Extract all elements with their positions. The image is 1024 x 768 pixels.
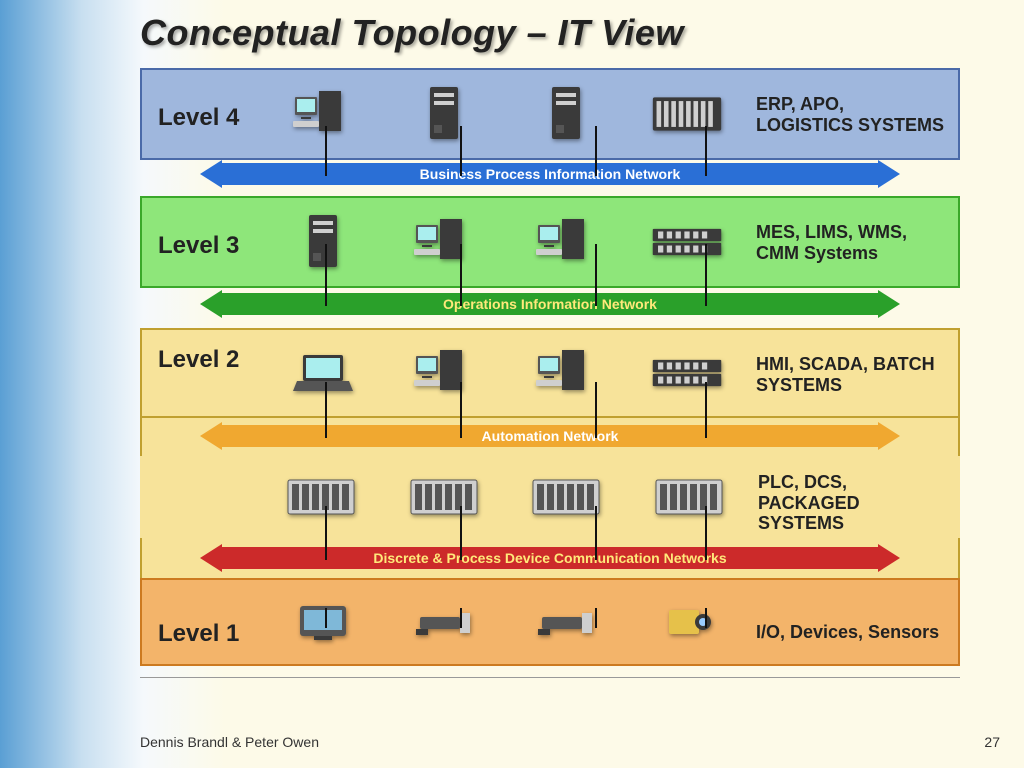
- connector-line: [325, 608, 327, 628]
- sensor-icon: [408, 594, 480, 650]
- network-bar-n1: Discrete & Process Device Communication …: [200, 546, 900, 570]
- sensor-icon: [530, 594, 602, 650]
- slide: Conceptual Topology – IT View Level 4 ERP…: [140, 12, 1000, 732]
- systems-label-l4: ERP, APO, LOGISTICS SYSTEMS: [756, 94, 946, 135]
- plc-icon: [285, 469, 357, 525]
- arrow-right-icon: [878, 544, 900, 572]
- pc-icon: [287, 86, 359, 142]
- connector-line: [705, 608, 707, 628]
- level-band-plc: PLC, DCS, PACKAGED SYSTEMS: [140, 456, 960, 538]
- devices-l3: [262, 198, 748, 286]
- connector-line: [595, 244, 597, 306]
- connector-line: [595, 126, 597, 176]
- arrow-right-icon: [878, 160, 900, 188]
- server-icon: [530, 86, 602, 142]
- footer-page: 27: [984, 734, 1000, 750]
- pc-icon: [530, 345, 602, 401]
- systems-label-l1: I/O, Devices, Sensors: [756, 622, 946, 643]
- rack-icon: [651, 345, 723, 401]
- network-bar-n2: Automation Network: [200, 424, 900, 448]
- arrow-left-icon: [200, 544, 222, 572]
- connector-line: [325, 506, 327, 560]
- plc-icon: [530, 469, 602, 525]
- devices-l2: [262, 330, 748, 416]
- pc-icon: [530, 214, 602, 270]
- arrow-left-icon: [200, 422, 222, 450]
- level-label-l3: Level 3: [158, 232, 239, 260]
- camera-icon: [651, 594, 723, 650]
- arrow-left-icon: [200, 160, 222, 188]
- connector-line: [705, 506, 707, 560]
- devices-l4: [262, 70, 748, 158]
- network-label-n4: Business Process Information Network: [222, 163, 878, 185]
- network-bar-n4: Business Process Information Network: [200, 162, 900, 186]
- arrow-right-icon: [878, 422, 900, 450]
- level-band-l2: Level 2 HMI, SCADA, BATCH SYSTEMS: [140, 328, 960, 418]
- level-label-l4: Level 4: [158, 104, 239, 132]
- server-icon: [287, 214, 359, 270]
- connector-line: [325, 382, 327, 438]
- connector-line: [460, 506, 462, 560]
- connector-line: [460, 244, 462, 306]
- hmi-icon: [287, 594, 359, 650]
- pc-icon: [408, 214, 480, 270]
- connector-line: [595, 382, 597, 438]
- connector-line: [705, 244, 707, 306]
- network-label-n2: Automation Network: [222, 425, 878, 447]
- devices-plc: [260, 456, 750, 538]
- topology-stack: Level 4ERP, APO, LOGISTICS SYSTEMSLevel …: [140, 68, 960, 678]
- connector-line: [595, 608, 597, 628]
- server-icon: [408, 86, 480, 142]
- slide-footer: Dennis Brandl & Peter Owen 27: [140, 734, 1000, 750]
- devices-l1: [262, 580, 748, 664]
- network-bar-n3: Operations Information Network: [200, 292, 900, 316]
- footer-authors: Dennis Brandl & Peter Owen: [140, 734, 319, 750]
- connector-line: [595, 506, 597, 560]
- connector-line: [460, 382, 462, 438]
- pc-icon: [408, 345, 480, 401]
- level-band-l4: Level 4 ERP, APO, LOGISTICS SYSTEMS: [140, 68, 960, 160]
- network-label-n3: Operations Information Network: [222, 293, 878, 315]
- plc-icon: [653, 469, 725, 525]
- connector-line: [705, 126, 707, 176]
- systems-label-plc: PLC, DCS, PACKAGED SYSTEMS: [758, 472, 948, 534]
- level-band-l1: Level 1 I/O, Devices, Sensors: [140, 578, 960, 666]
- connector-line: [325, 126, 327, 176]
- connector-line: [325, 244, 327, 306]
- systems-label-l3: MES, LIMS, WMS, CMM Systems: [756, 222, 946, 263]
- level-label-l1: Level 1: [158, 620, 239, 648]
- blade-icon: [651, 86, 723, 142]
- arrow-left-icon: [200, 290, 222, 318]
- connector-line: [705, 382, 707, 438]
- level-band-l3: Level 3 MES, LIMS, WMS, CMM Systems: [140, 196, 960, 288]
- connector-line: [460, 126, 462, 176]
- laptop-icon: [287, 345, 359, 401]
- rack-icon: [651, 214, 723, 270]
- network-label-n1: Discrete & Process Device Communication …: [222, 547, 878, 569]
- arrow-right-icon: [878, 290, 900, 318]
- plc-icon: [408, 469, 480, 525]
- level-label-l2: Level 2: [158, 346, 239, 374]
- systems-label-l2: HMI, SCADA, BATCH SYSTEMS: [756, 354, 946, 395]
- slide-title: Conceptual Topology – IT View: [140, 12, 1000, 54]
- connector-line: [460, 608, 462, 628]
